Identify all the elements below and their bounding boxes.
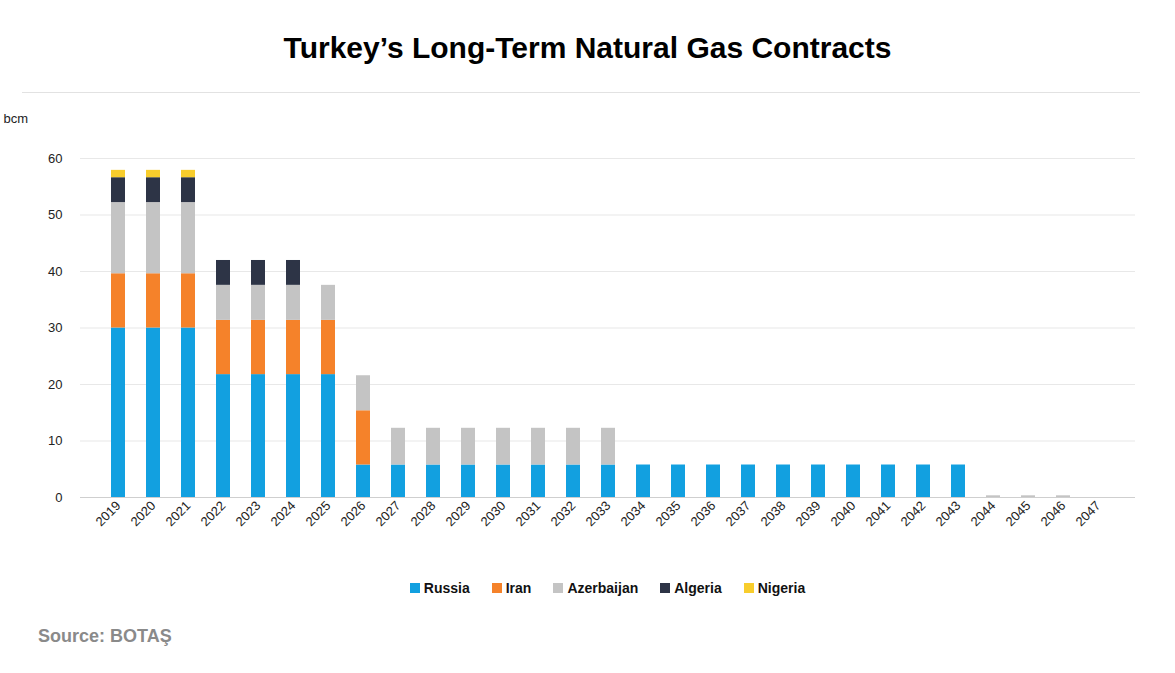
svg-text:bcm: bcm <box>4 111 29 126</box>
svg-text:2024: 2024 <box>268 498 299 529</box>
html-text:Russia: Russia <box>423 580 470 596</box>
svg-text:2027: 2027 <box>373 498 404 529</box>
svg-text:2035: 2035 <box>653 498 684 529</box>
html-text:Algeria: Algeria <box>674 580 722 596</box>
svg-text:2041: 2041 <box>863 498 894 529</box>
svg-text:2040: 2040 <box>828 498 859 529</box>
svg-text:2020: 2020 <box>128 498 159 529</box>
svg-text:2031: 2031 <box>513 498 544 529</box>
svg-text:50: 50 <box>48 207 62 222</box>
svg-text:2021: 2021 <box>163 498 194 529</box>
html-text:Azerbaijan: Azerbaijan <box>567 580 639 596</box>
svg-text:2045: 2045 <box>1003 498 1034 529</box>
svg-text:40: 40 <box>48 264 62 279</box>
svg-text:2047: 2047 <box>1073 498 1104 529</box>
svg-text:2037: 2037 <box>723 498 754 529</box>
svg-text:30: 30 <box>48 320 62 335</box>
html-text:Nigeria: Nigeria <box>757 580 806 596</box>
svg-text:2038: 2038 <box>758 498 789 529</box>
svg-text:2042: 2042 <box>898 498 929 529</box>
svg-text:10: 10 <box>48 433 62 448</box>
html-text:Iran: Iran <box>505 580 532 596</box>
svg-text:2036: 2036 <box>688 498 719 529</box>
svg-text:2025: 2025 <box>303 498 334 529</box>
svg-text:2034: 2034 <box>618 498 649 529</box>
svg-text:2044: 2044 <box>968 498 999 529</box>
svg-text:2033: 2033 <box>583 498 614 529</box>
html-text:Turkey’s Long-Term Natural Gas: Turkey’s Long-Term Natural Gas Contracts <box>283 31 892 64</box>
svg-text:2029: 2029 <box>443 498 474 529</box>
svg-text:2039: 2039 <box>793 498 824 529</box>
svg-text:2026: 2026 <box>338 498 369 529</box>
svg-text:2032: 2032 <box>548 498 579 529</box>
svg-text:2019: 2019 <box>93 498 124 529</box>
svg-text:2030: 2030 <box>478 498 509 529</box>
svg-text:60: 60 <box>48 151 62 166</box>
svg-text:2043: 2043 <box>933 498 964 529</box>
svg-text:2046: 2046 <box>1038 498 1069 529</box>
html-text:Source: BOTAŞ: Source: BOTAŞ <box>38 626 172 646</box>
svg-text:2023: 2023 <box>233 498 264 529</box>
svg-text:2028: 2028 <box>408 498 439 529</box>
svg-text:20: 20 <box>48 377 62 392</box>
svg-text:0: 0 <box>55 490 62 505</box>
svg-text:2022: 2022 <box>198 498 229 529</box>
